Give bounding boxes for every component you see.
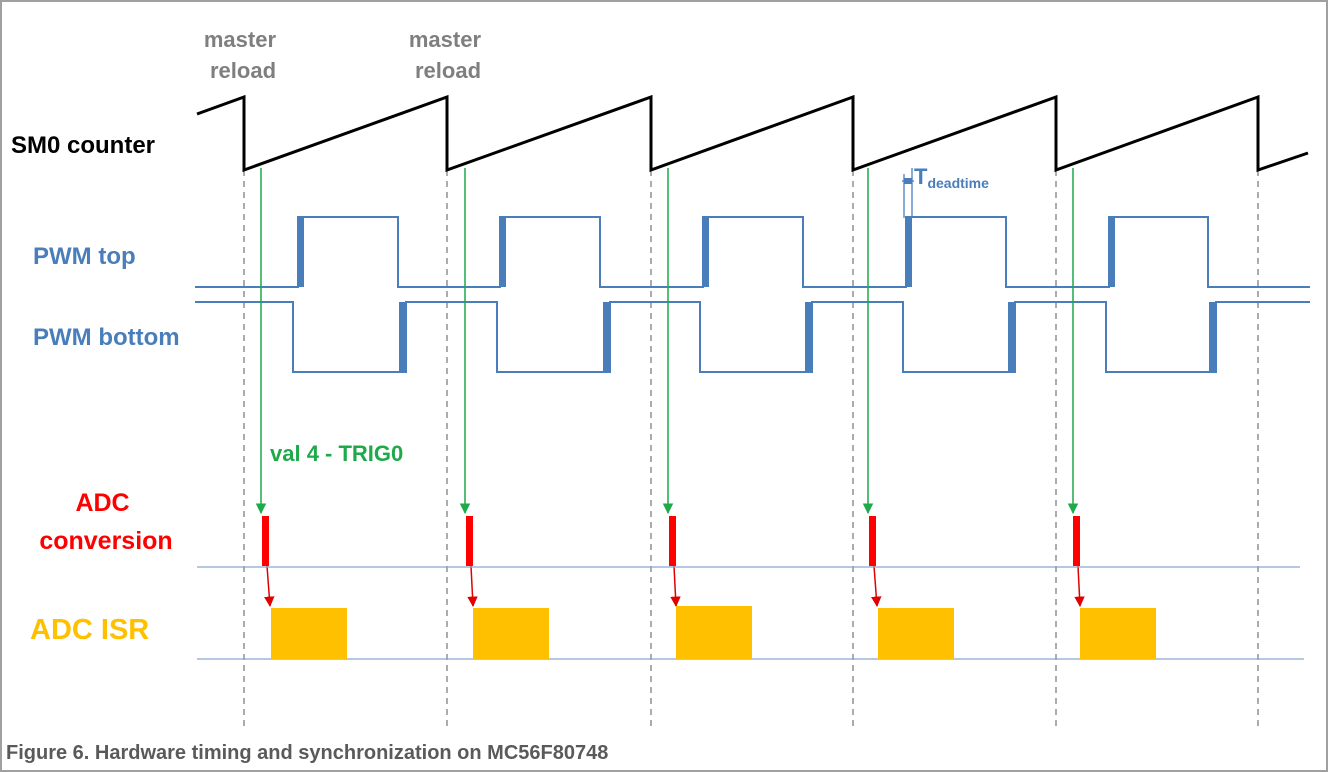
adc-pulse bbox=[466, 516, 473, 566]
deadtime-bar bbox=[297, 217, 304, 287]
pwm-top-waveform bbox=[195, 216, 1310, 288]
deadtime-bar bbox=[1209, 302, 1216, 372]
adc-isr-label: ADC ISR bbox=[30, 614, 149, 646]
deadtime-bar bbox=[399, 302, 406, 372]
isr-block bbox=[676, 606, 752, 659]
adc-conversion-label: ADC conversion bbox=[39, 489, 172, 555]
isr-arrow bbox=[871, 565, 882, 608]
isr-arrow bbox=[1074, 565, 1085, 608]
pwm-bottom-label: PWM bottom bbox=[33, 324, 180, 351]
isr-block bbox=[473, 608, 549, 659]
deadtime-bar bbox=[1108, 217, 1115, 287]
deadtime-bar bbox=[499, 217, 506, 287]
deadtime-bar bbox=[1008, 302, 1015, 372]
isr-block bbox=[878, 608, 954, 659]
sm0-counter-label: SM0 counter bbox=[11, 132, 155, 159]
pwm-top-label: PWM top bbox=[33, 243, 136, 270]
deadtime-label: Tdeadtime bbox=[914, 164, 989, 191]
isr-arrow bbox=[264, 565, 275, 608]
isr-arrows bbox=[264, 565, 1085, 608]
sm0-counter-waveform bbox=[196, 94, 1309, 173]
deadtime-dimension-fill bbox=[904, 178, 912, 184]
deadtime-bar bbox=[805, 302, 812, 372]
adc-pulse bbox=[262, 516, 269, 566]
deadtime-bar bbox=[702, 217, 709, 287]
adc-pulse bbox=[869, 516, 876, 566]
figure-caption: Figure 6. Hardware timing and synchroniz… bbox=[6, 742, 609, 764]
deadtime-bar bbox=[905, 217, 912, 287]
isr-block bbox=[271, 608, 347, 659]
deadtime-bar bbox=[603, 302, 610, 372]
trigger-label: val 4 - TRIG0 bbox=[270, 441, 403, 466]
pwm-top-deadtime-edges bbox=[297, 217, 1115, 287]
adc-isr-blocks bbox=[271, 606, 1156, 659]
caption-band bbox=[2, 738, 1326, 770]
isr-arrow bbox=[467, 565, 478, 608]
isr-block bbox=[1080, 608, 1156, 659]
isr-arrow bbox=[670, 565, 681, 608]
pwm-bottom-deadtime-edges bbox=[399, 302, 1216, 372]
master-reload-label-2: master reload bbox=[409, 27, 487, 83]
adc-conversion-pulses bbox=[262, 516, 1080, 566]
adc-pulse bbox=[669, 516, 676, 566]
deadtime-dimension bbox=[902, 168, 914, 218]
adc-pulse bbox=[1073, 516, 1080, 566]
trigger-arrows bbox=[255, 168, 1079, 515]
master-reload-label-1: master reload bbox=[204, 27, 282, 83]
period-gridlines bbox=[243, 170, 1259, 728]
pwm-bottom-waveform bbox=[195, 301, 1310, 373]
